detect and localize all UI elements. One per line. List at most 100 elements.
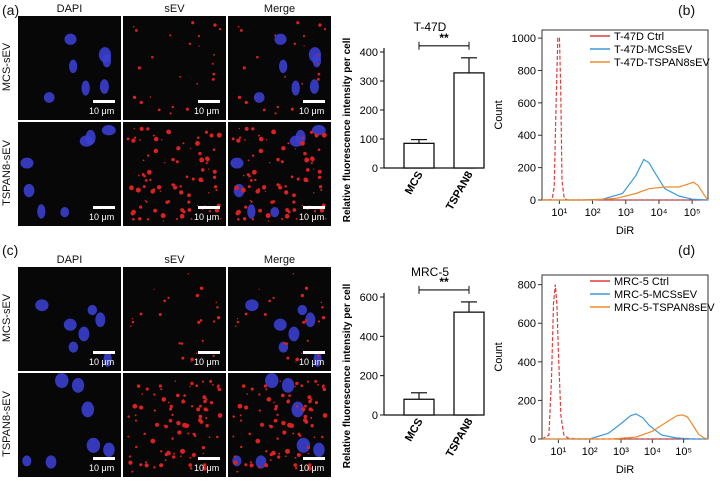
y-tick-label: 0	[530, 434, 536, 446]
x-tick-label: TSPAN8	[444, 417, 476, 460]
y-tick-label: 800	[518, 280, 536, 292]
panel-label-a: (a)	[2, 2, 20, 18]
bar-chart-mrc5: MRC-5 0 200 400 600 Relative fluorescence int…	[342, 265, 485, 469]
y-tick-label: 0	[372, 410, 378, 422]
scale-bar	[303, 206, 325, 209]
bar-mcs	[403, 398, 435, 416]
legend-label: T-47D-TSPAN8sEV	[614, 57, 710, 69]
scale-bar	[93, 206, 115, 209]
column-title-dapi: DAPI	[56, 3, 83, 15]
micrograph-mcs-sev-dapi: 10 μm	[18, 16, 121, 120]
y-tick-label: 200	[518, 163, 536, 175]
scale-bar	[303, 100, 325, 103]
y-axis-label: Relative fluorescence intensity per cell	[342, 38, 353, 223]
micrograph-mcs-sev-sev: 10 μm	[123, 267, 226, 371]
chart-title: MRC-5	[411, 265, 449, 279]
legend-label: T-47D Ctrl	[614, 31, 664, 43]
scale-label: 10 μm	[194, 357, 220, 367]
scale-bar	[198, 351, 220, 354]
legend-label: MRC-5-TSPAN8sEV	[614, 302, 715, 314]
column-title-sev: sEV	[164, 254, 185, 266]
bar-tspan8	[453, 72, 485, 169]
legend-label: T-47D-MCSsEV	[614, 44, 693, 56]
x-axis-label: DiR	[616, 464, 634, 476]
y-tick-label: 0	[530, 195, 536, 207]
flow-histogram-t47d: 0 200 400 600 800 1000 10¹ 10² 10³ 10⁴ 10⁵ DiR Count…	[493, 29, 710, 237]
scale-bar	[93, 100, 115, 103]
micrograph-mcs-sev-dapi: 10 μm	[18, 267, 121, 371]
panel-label-c: (c)	[2, 242, 19, 258]
micrograph-tspan8-sev-sev: 10 μm	[123, 373, 226, 477]
x-tick-label: MCS	[403, 417, 426, 444]
scale-label: 10 μm	[194, 463, 220, 473]
micrograph-grid-mrc5: DAPI sEV Merge MCS-sEV 10 μm 10 μm 10 μm TSPAN8…	[0, 0, 335, 479]
scale-label: 10 μm	[89, 463, 115, 473]
flow-histogram-mrc5: 0 200 400 600 800 10¹ 10² 10³ 10⁴ 10⁵ DiR Count MRC-…	[493, 274, 715, 476]
series-line-2	[542, 181, 709, 201]
scale-bar	[93, 457, 115, 460]
column-title-merge: Merge	[263, 254, 296, 266]
scale-bar	[303, 457, 325, 460]
y-axis-label: Count	[493, 100, 505, 129]
bar-chart-t47d: T-47D 0 100 200 300 400 Relative fluorescence …	[342, 20, 485, 223]
row-label-mcs-sev: MCS-sEV	[1, 293, 13, 343]
x-tick-label: 10⁴	[644, 446, 661, 458]
panel-label-b: (b)	[678, 2, 696, 18]
y-axis-label: Relative fluorescence intensity per cell	[342, 284, 353, 469]
x-tick-label: 10¹	[550, 446, 566, 458]
scale-bar	[198, 100, 220, 103]
x-tick-label: TSPAN8	[444, 170, 476, 213]
significance-label: **	[439, 31, 449, 45]
micrograph-tspan8-sev-dapi: 10 μm	[18, 373, 121, 477]
micrograph-mcs-sev-sev: 10 μm	[123, 16, 226, 120]
y-tick-label: 200	[360, 371, 378, 383]
y-tick-label: 100	[360, 134, 378, 146]
y-axis-label: Count	[493, 342, 505, 371]
scale-bar	[198, 206, 220, 209]
x-tick-label: MCS	[403, 170, 426, 197]
bar-tspan8	[453, 311, 485, 416]
y-tick-label: 200	[360, 105, 378, 117]
x-axis-label: DiR	[616, 225, 634, 237]
y-tick-label: 0	[372, 163, 378, 175]
scale-bar	[93, 351, 115, 354]
micrograph-grid-t47d: DAPI sEV Merge MCS-sEV 10 μm 10 μm 10 μm TSPAN8…	[0, 0, 335, 240]
micrograph-mcs-sev-merge: 10 μm	[228, 16, 331, 120]
series-line-0	[541, 284, 708, 440]
micrograph-tspan8-sev-sev: 10 μm	[123, 122, 226, 226]
y-tick-label: 800	[518, 65, 536, 77]
y-tick-label: 600	[360, 292, 378, 304]
scale-label: 10 μm	[299, 106, 325, 116]
scale-label: 10 μm	[194, 106, 220, 116]
significance-label: **	[439, 275, 449, 289]
chart-title: T-47D	[414, 20, 447, 34]
scale-bar	[303, 351, 325, 354]
y-tick-label: 600	[518, 98, 536, 110]
scale-label: 10 μm	[89, 106, 115, 116]
x-tick-label: 10¹	[551, 207, 567, 219]
scale-label: 10 μm	[299, 212, 325, 222]
micrograph-mcs-sev-merge: 10 μm	[228, 267, 331, 371]
series-line-1	[542, 158, 709, 201]
scale-label: 10 μm	[89, 357, 115, 367]
plot-frame	[541, 274, 709, 440]
y-tick-label: 300	[360, 76, 378, 88]
scale-label: 10 μm	[194, 212, 220, 222]
column-title-dapi: DAPI	[56, 254, 83, 266]
x-tick-label: 10²	[582, 446, 598, 458]
y-tick-label: 400	[518, 357, 536, 369]
y-tick-label: 200	[518, 395, 536, 407]
scale-label: 10 μm	[299, 463, 325, 473]
y-tick-label: 400	[360, 47, 378, 59]
micrograph-tspan8-sev-merge: 10 μm	[228, 122, 331, 226]
y-tick-label: 1000	[512, 33, 536, 45]
x-tick-label: 10⁵	[684, 207, 701, 219]
bar-mcs	[403, 142, 435, 169]
x-tick-label: 10⁵	[675, 446, 692, 458]
column-title-merge: Merge	[263, 3, 296, 15]
series-line-0	[541, 36, 708, 201]
row-label-tspan8-sev: TSPAN8-sEV	[1, 391, 13, 457]
x-tick-label: 10³	[613, 446, 629, 458]
panel-label-d: (d)	[678, 242, 696, 258]
column-title-sev: sEV	[164, 3, 185, 15]
